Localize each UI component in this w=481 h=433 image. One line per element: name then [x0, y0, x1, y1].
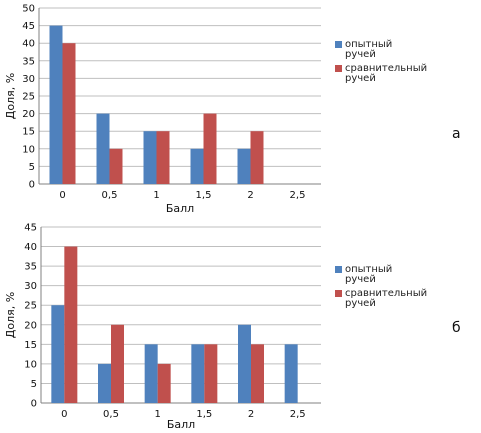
chart-1-ytick-label: 35 [22, 56, 35, 67]
chart-1-xtick-label: 2 [247, 190, 253, 201]
chart-1-legend-swatch [335, 65, 342, 72]
chart-2-ytick-label: 35 [24, 262, 37, 273]
chart-2-xtick-label: 2 [248, 409, 254, 420]
chart-1-legend-label: ручей [345, 49, 376, 60]
chart-1-xtick-label: 0,5 [102, 190, 118, 201]
chart-2-xtick-label: 2,5 [290, 409, 306, 420]
chart-1: 0 5 10 15 20 25 30 35 40 45 50 0 0,5 1 1,5 2 2,5 Балл Доля… [4, 4, 461, 216]
chart-2-ylabel: Доля, % [4, 292, 17, 338]
chart-2-bar-experimental [98, 363, 111, 403]
chart-2-bar-experimental [284, 344, 298, 403]
chart-2-ytick-label: 45 [24, 223, 37, 234]
chart-1-legend-swatch [335, 41, 342, 48]
chart-2-bar-comparative [111, 324, 124, 403]
chart-2-ytick-label: 10 [24, 359, 37, 370]
chart-1-bar-comparative [203, 113, 217, 184]
chart-2-xlabel: Балл [167, 418, 195, 431]
chart-1-bar-experimental [190, 148, 204, 184]
chart-2-bar-comparative [64, 246, 78, 403]
chart-2-ytick-label: 40 [24, 242, 37, 253]
chart-2-legend-swatch [335, 266, 342, 273]
chart-2-legend-label: опытный [345, 264, 392, 275]
chart-1-xtick-label: 1,5 [196, 190, 212, 201]
chart-2-legend-label: ручей [345, 298, 376, 309]
chart-2-ytick-label: 25 [24, 301, 37, 312]
chart-1-ytick-label: 25 [22, 92, 35, 103]
chart-2-legend-label: ручей [345, 274, 376, 285]
chart-1-xtick-label: 1 [153, 190, 159, 201]
chart-1-ytick-label: 30 [22, 74, 35, 85]
chart-2-ytick-label: 30 [24, 281, 37, 292]
chart-2-bar-comparative [204, 344, 218, 403]
chart-2-bar-comparative [251, 344, 264, 403]
chart-1-ytick-label: 45 [22, 21, 35, 32]
chart-1-bar-experimental [96, 113, 110, 184]
chart-1-bar-comparative [109, 148, 123, 184]
chart-1-bar-comparative [156, 131, 170, 184]
chart-1-legend-label: опытный [345, 39, 392, 50]
chart-1-legend-label: сравнительный [345, 63, 427, 74]
chart-1-ytick-label: 5 [29, 162, 35, 173]
chart-2-ytick-label: 15 [24, 340, 37, 351]
chart-2-bar-comparative [157, 363, 171, 403]
chart-2-ytick-label: 20 [24, 320, 37, 331]
chart-2-legend-swatch [335, 290, 342, 297]
chart-1-ytick-label: 15 [22, 127, 35, 138]
chart-1-bar-experimental [143, 131, 157, 184]
chart-2-bar-experimental [191, 344, 205, 403]
chart-1-xlabel: Балл [166, 202, 194, 215]
chart-1-xtick-label: 0 [59, 190, 65, 201]
chart-1-ylabel: Доля, % [4, 73, 17, 119]
chart-2-xtick-label: 1 [154, 409, 160, 420]
chart-1-panel-label: а [452, 126, 461, 142]
chart-1-bar-comparative [250, 131, 264, 184]
chart-2-bar-experimental [51, 305, 65, 403]
chart-2-panel-label: б [452, 320, 461, 336]
chart-1-ytick-label: 20 [22, 109, 35, 120]
chart-2-xtick-label: 0 [61, 409, 67, 420]
chart-1-legend-label: ручей [345, 73, 376, 84]
chart-1-xtick-label: 2,5 [290, 190, 306, 201]
chart-1-ytick-label: 0 [29, 180, 35, 191]
chart-2-bar-experimental [144, 344, 158, 403]
chart-2-ytick-label: 0 [31, 399, 37, 410]
chart-1-ytick-label: 40 [22, 39, 35, 50]
chart-1-ytick-label: 10 [22, 144, 35, 155]
chart-2-ytick-label: 5 [31, 379, 37, 390]
chart-1-bar-experimental [237, 148, 251, 184]
chart-2-xtick-label: 0,5 [103, 409, 119, 420]
chart-1-bar-comparative [62, 43, 76, 185]
chart-2-xtick-label: 1,5 [196, 409, 212, 420]
chart-2: 0 5 10 15 20 25 30 35 40 45 0 0,5 1 1,5 2 2,5 Балл Доля, … [4, 223, 461, 432]
chart-2-legend-label: сравнительный [345, 288, 427, 299]
chart-1-ytick-label: 50 [22, 4, 35, 15]
chart-1-bar-experimental [49, 25, 63, 184]
chart-2-bar-experimental [238, 324, 251, 403]
